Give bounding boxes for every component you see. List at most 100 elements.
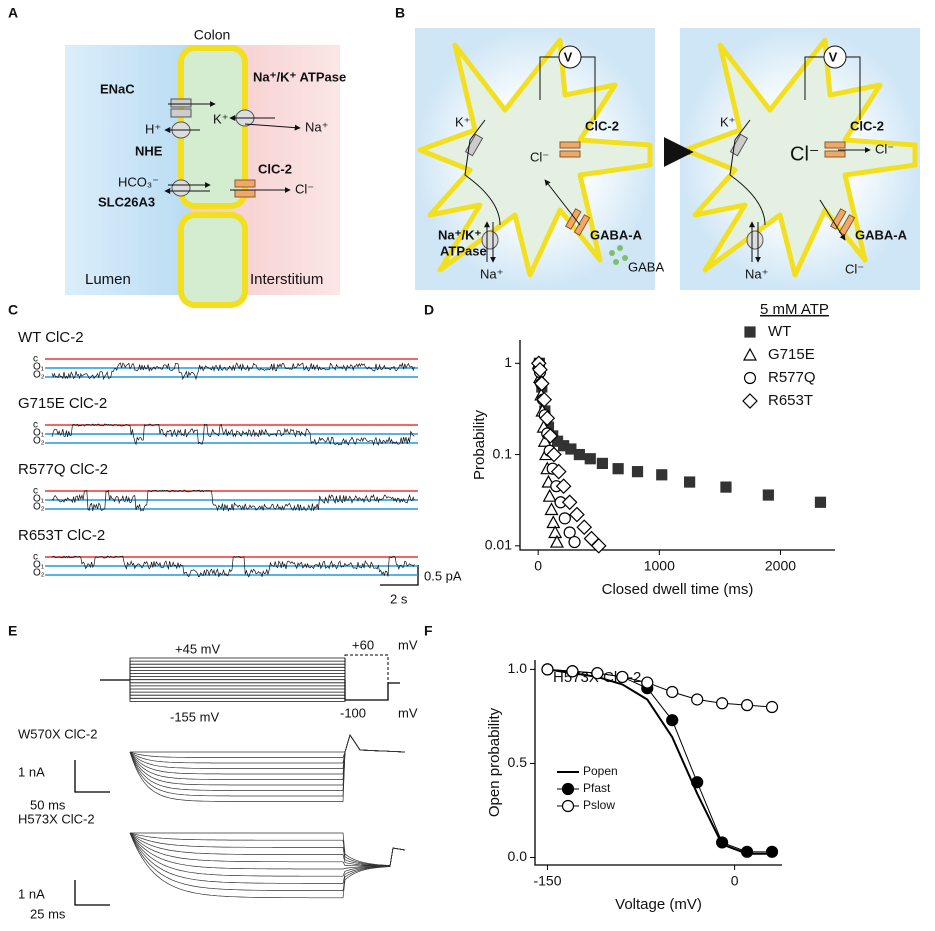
label: GABA-A [590,227,643,242]
label: ClC-2 [258,161,292,176]
legend-swatch [745,327,755,337]
label: 50 ms [30,797,66,812]
legend-label: R577Q [768,369,816,386]
trace-label: WT ClC-2 [18,329,84,346]
level-label: O₂ [33,502,45,513]
point [717,698,728,709]
label: 1 nA [18,886,45,901]
point [667,715,678,726]
point [585,454,595,464]
label: ATPase [440,243,487,258]
series [547,669,772,853]
label: Na⁺ [745,266,768,281]
point [642,677,653,688]
protocol-step [130,680,345,695]
series-line [547,669,772,851]
label: Na⁺/K⁺ ATPase [253,69,346,84]
current-trace [130,735,405,796]
x-tick-label: -150 [533,873,561,889]
point [815,497,825,507]
point [742,846,753,857]
label: H573X ClC-2 [18,811,95,826]
protocol-step [130,680,345,683]
legend-label: Popen [583,764,618,778]
point [613,464,623,474]
current-trace [130,833,405,866]
point [763,490,773,500]
label: -100 [340,705,366,720]
label: +60 [352,637,374,652]
legend-swatch [563,784,574,795]
y-axis-label: Probability [471,409,488,480]
label: 0.5 pA [424,568,462,583]
label: SLC26A3 [98,194,155,209]
point [657,470,667,480]
label: ClC-2 [585,118,619,133]
x-tick-label: 2000 [765,558,796,574]
point [542,664,553,675]
x-tick-label: 0 [731,873,739,889]
label: GABA [628,259,664,274]
point [767,846,778,857]
label: 2 s [390,591,408,606]
point [721,482,731,492]
label: HCO₃⁻ [118,174,159,189]
point [633,467,643,477]
point [563,495,577,509]
neuron-diagram: V K⁺ ClC-2 Cl⁻ GABA-A Na⁺/K⁺ ATPase Na⁺ … [415,28,920,290]
legend-title: 5 mM ATP [760,301,829,318]
label: Na⁺ [480,266,503,281]
y-tick-label: 0.0 [508,848,528,864]
label: +45 mV [175,641,220,656]
label: Interstitium [250,271,323,288]
point [547,517,559,528]
y-tick-label: 0.01 [485,537,512,553]
label: Colon [194,27,231,43]
point [692,694,703,705]
protocol-step [130,680,345,689]
legend-swatch [744,349,756,360]
colon-diagram: Colon ENaC Na⁺/K⁺ ATPase K⁺ Na⁺ H⁺ NHE H… [65,27,346,305]
label: mV [398,637,418,652]
series [542,664,778,713]
series-line [547,669,772,853]
label: V [564,49,573,64]
label: 25 ms [30,906,66,921]
axis [535,660,782,865]
point [667,686,678,697]
label: Lumen [85,271,131,288]
legend-swatch [563,801,574,812]
y-tick-label: 0.1 [493,445,513,461]
label: Cl⁻ [875,141,894,156]
point [717,837,728,848]
point [567,666,578,677]
trace-label: R653T ClC-2 [18,527,105,544]
x-tick-label: 0 [534,558,542,574]
label: GABA-A [855,227,908,242]
legend-swatch [745,373,756,384]
level-label: O₂ [33,568,45,579]
y-tick-label: 1 [504,354,512,370]
y-tick-label: 1.0 [508,660,528,676]
y-axis-label: Open probability [486,707,503,817]
point [742,700,753,711]
x-axis-label: Closed dwell time (ms) [602,581,754,598]
label: ENaC [100,81,135,96]
label: 1 nA [18,764,45,779]
label: K⁺ [213,111,229,126]
panel-label: C [8,302,18,318]
label: V [829,49,838,64]
protocol-step [130,670,345,680]
label: mV [398,705,418,720]
label: Na⁺/K⁺ [438,227,481,242]
level-label: O₂ [33,370,45,381]
current-trace [130,833,405,866]
series [542,664,778,857]
point [685,477,695,487]
label: Cl⁻ [295,181,314,196]
panel-label: A [8,5,18,21]
trace-label: R577Q ClC-2 [18,461,108,478]
current-trace [130,833,405,866]
panel-label: B [395,5,405,21]
label: Cl⁻ [530,149,549,164]
